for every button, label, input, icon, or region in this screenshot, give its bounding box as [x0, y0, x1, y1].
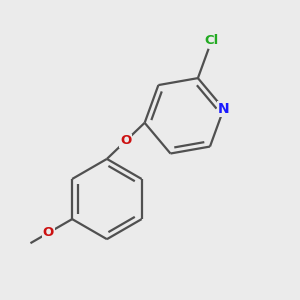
Text: O: O: [120, 134, 131, 147]
Text: O: O: [43, 226, 54, 239]
Text: Cl: Cl: [205, 34, 219, 47]
Text: N: N: [218, 102, 230, 116]
